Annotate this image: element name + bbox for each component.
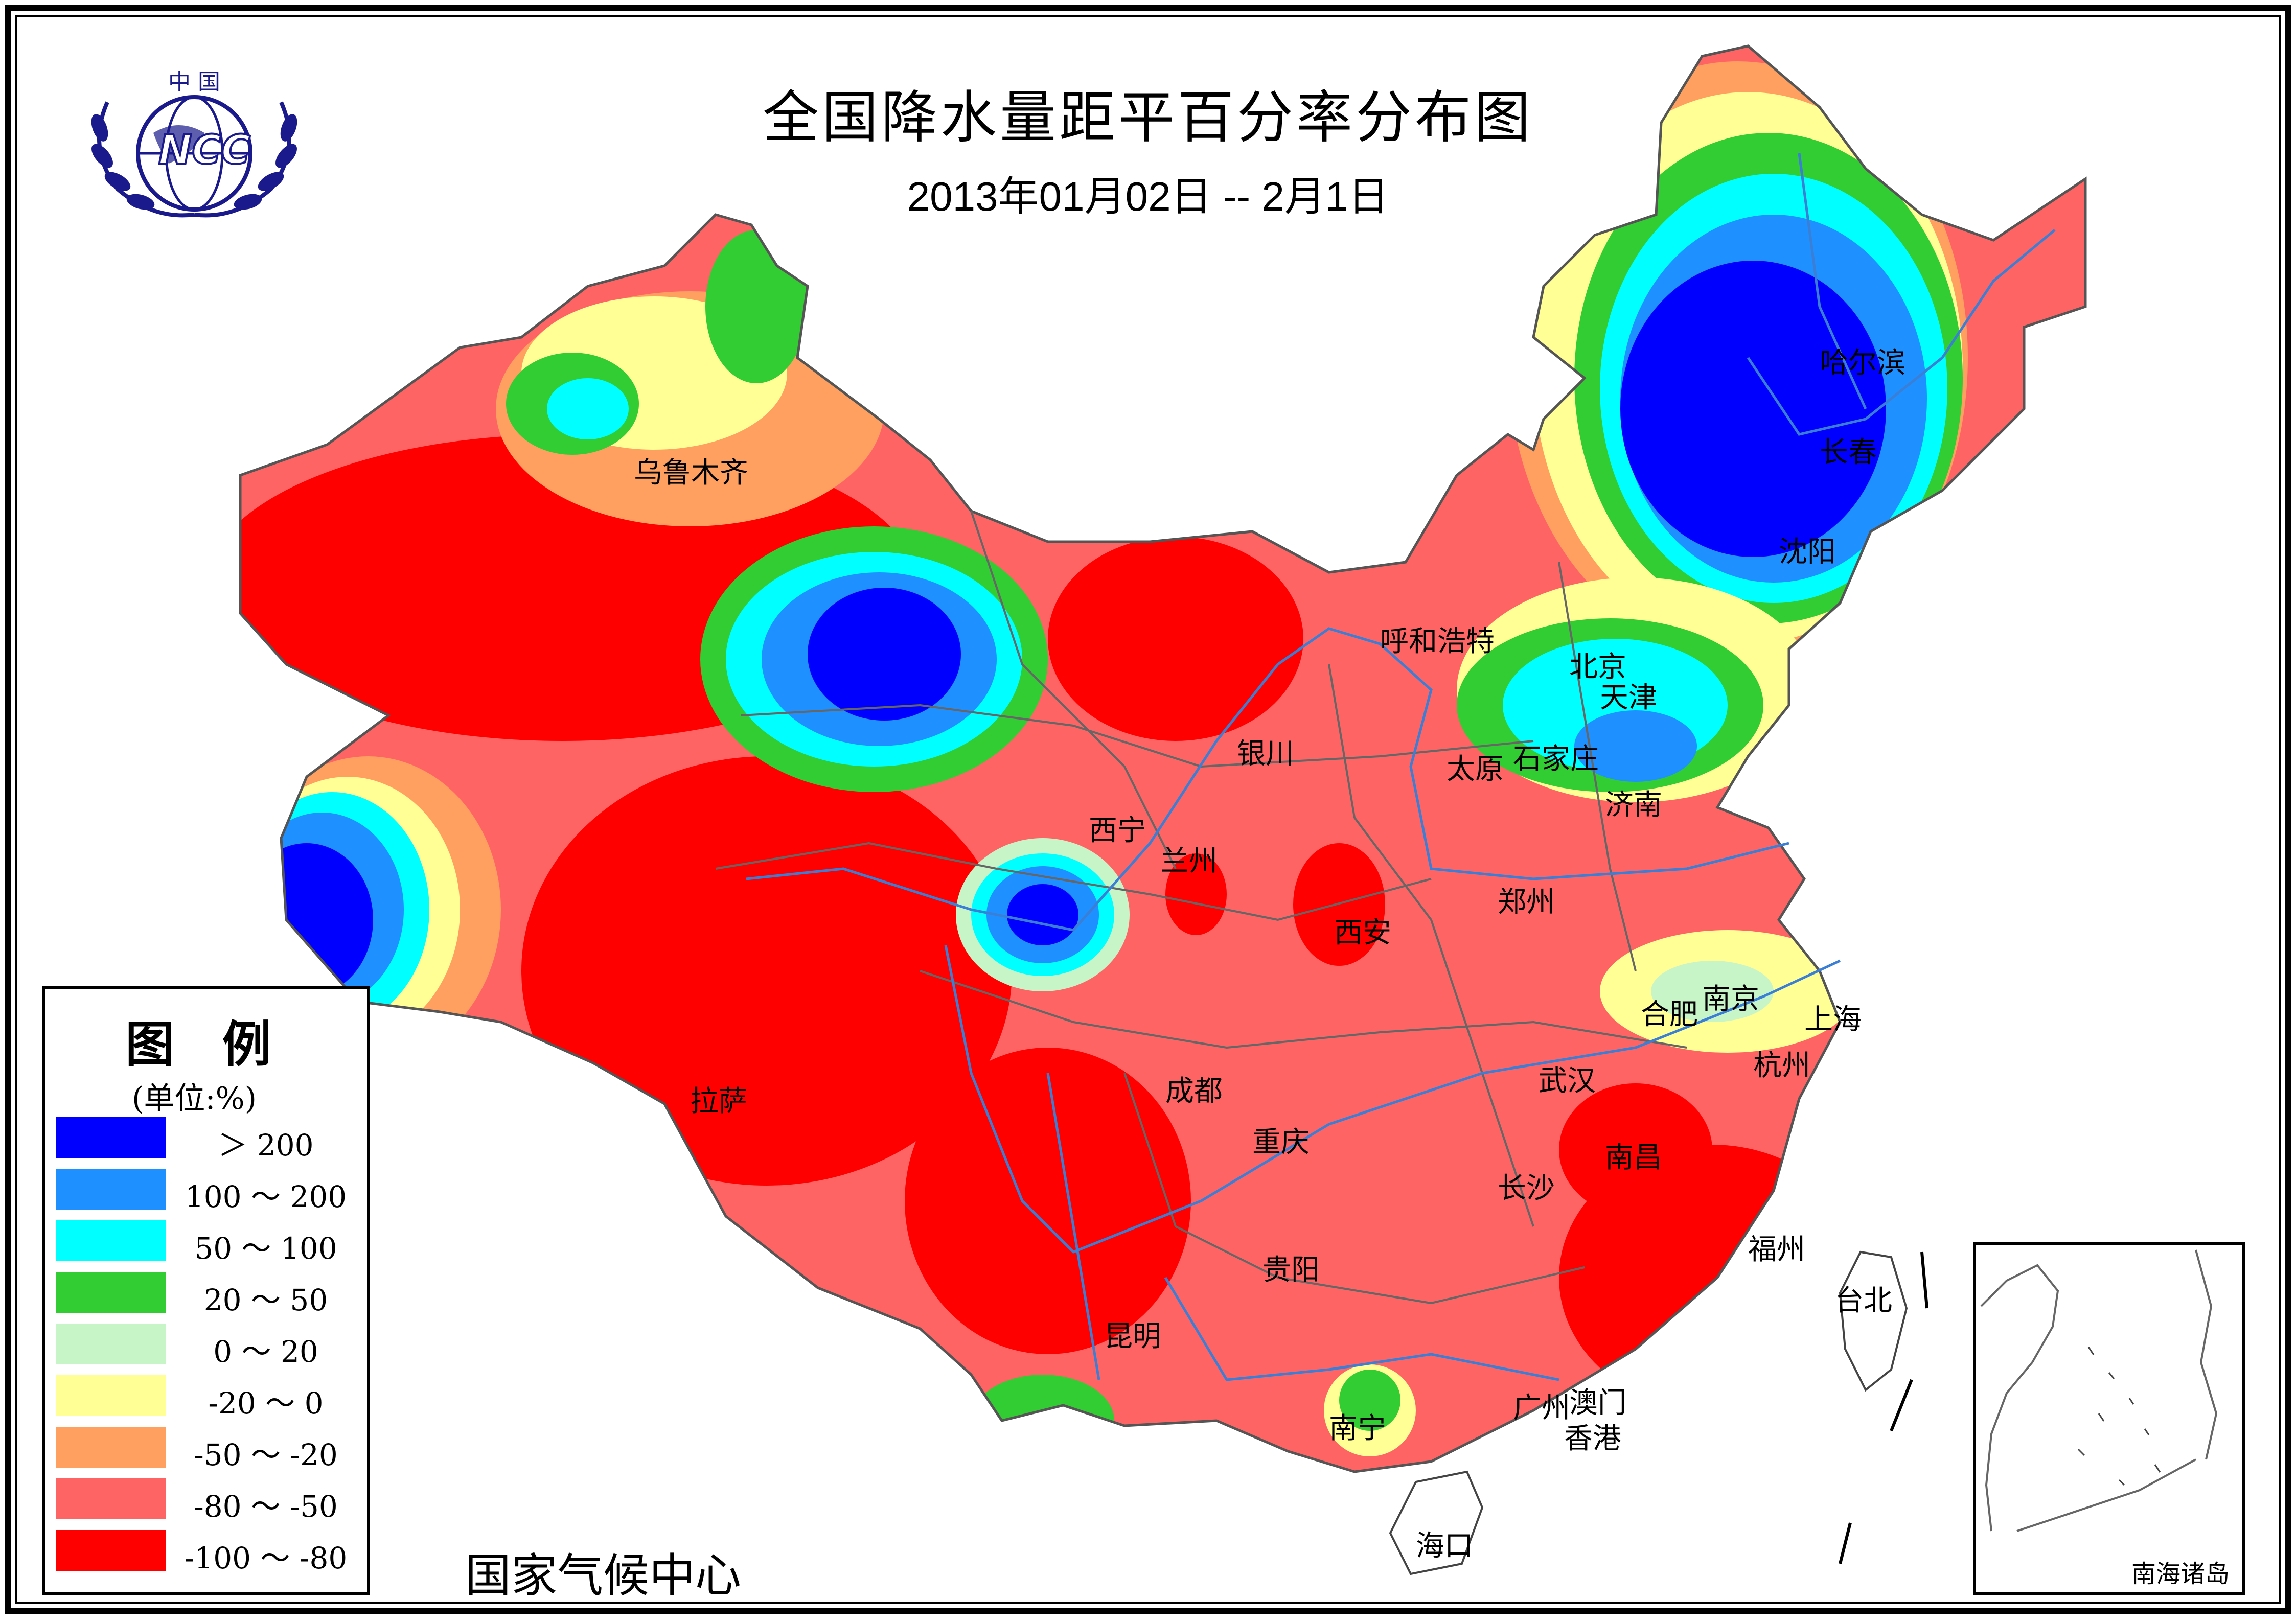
city-harbin: 哈尔滨: [1820, 346, 1905, 380]
city-jinan: 济南: [1605, 789, 1662, 822]
city-zhengzhou: 郑州: [1498, 886, 1555, 919]
city-lanzhou: 兰州: [1160, 845, 1218, 878]
legend-swatch: [56, 1272, 166, 1313]
legend-label: -20 ～ 0: [208, 1386, 324, 1421]
legend-item: -100 ～ -80: [56, 1530, 363, 1576]
city-wuhan: 武汉: [1539, 1064, 1596, 1098]
city-lhasa: 拉萨: [690, 1085, 747, 1118]
city-haikou: 海口: [1416, 1529, 1473, 1563]
city-shanghai: 上海: [1804, 1003, 1862, 1036]
legend-swatch: [56, 1530, 166, 1571]
city-yinchuan: 银川: [1237, 737, 1294, 771]
city-xining: 西宁: [1089, 814, 1146, 847]
city-macau: 澳门: [1569, 1386, 1626, 1420]
legend-swatch: [56, 1169, 166, 1210]
legend-swatch: [56, 1117, 166, 1158]
legend-label: 20 ～ 50: [203, 1283, 328, 1317]
legend-swatch: [56, 1324, 166, 1364]
logo-emblem-text: NCC: [158, 127, 250, 173]
city-guangzhou: 广州: [1513, 1392, 1570, 1425]
legend-title: 图 例: [125, 1016, 287, 1073]
city-taipei: 台北: [1835, 1284, 1892, 1317]
city-chengdu: 成都: [1165, 1075, 1223, 1108]
legend-swatch: [56, 1478, 166, 1519]
city-fuzhou: 福州: [1748, 1233, 1805, 1266]
legend-item: 100 ～ 200: [56, 1169, 363, 1215]
city-kunming: 昆明: [1104, 1320, 1161, 1353]
legend-swatch: [56, 1220, 166, 1261]
city-hangzhou: 杭州: [1753, 1049, 1810, 1082]
legend-item: 20 ～ 50: [56, 1272, 363, 1318]
legend-item: ＞ 200: [56, 1117, 363, 1163]
legend-label: ＞ 200: [218, 1128, 314, 1163]
city-changsha: 长沙: [1498, 1172, 1555, 1205]
inset-label: 南海诸岛: [2131, 1560, 2230, 1588]
city-nanjing: 南京: [1702, 983, 1759, 1016]
city-beijing: 北京: [1569, 651, 1626, 684]
city-hefei: 合肥: [1641, 998, 1698, 1031]
legend-item: 50 ～ 100: [56, 1220, 363, 1266]
legend-label: -50 ～ -20: [194, 1437, 338, 1472]
organization-footer: 国家气候中心: [465, 1549, 741, 1603]
city-shijiazhuang: 石家庄: [1513, 743, 1599, 776]
south-china-sea-inset: [1973, 1242, 2245, 1595]
ncc-logo: 中 国 NCC: [91, 69, 297, 218]
city-xian: 西安: [1334, 916, 1391, 949]
city-hongkong: 香港: [1564, 1422, 1621, 1455]
legend-item: -50 ～ -20: [56, 1427, 363, 1473]
city-nanchang: 南昌: [1605, 1141, 1662, 1174]
legend-swatch: [56, 1427, 166, 1468]
legend-label: -80 ～ -50: [194, 1489, 338, 1524]
logo-top-text: 中 国: [168, 69, 220, 95]
city-nanning: 南宁: [1329, 1412, 1386, 1445]
legend-unit: (单位:%): [132, 1081, 257, 1117]
city-taiyuan: 太原: [1447, 753, 1504, 786]
city-guiyang: 贵阳: [1262, 1254, 1320, 1287]
legend-label: 0 ～ 20: [213, 1334, 318, 1369]
city-tianjin: 天津: [1600, 681, 1657, 714]
map-subtitle: 2013年01月02日 -- 2月1日: [907, 174, 1389, 219]
city-urumqi: 乌鲁木齐: [634, 456, 748, 490]
legend-label: 50 ～ 100: [194, 1231, 337, 1266]
map-title: 全国降水量距平百分率分布图: [763, 85, 1533, 150]
legend-label: -100 ～ -80: [184, 1541, 348, 1575]
legend-label: 100 ～ 200: [185, 1179, 347, 1214]
legend-item: 0 ～ 20: [56, 1324, 363, 1370]
legend: 图 例 (单位:%) ＞ 200 100 ～ 200 50 ～ 100 20 ～ 50…: [42, 986, 370, 1595]
city-chongqing: 重庆: [1252, 1126, 1310, 1159]
city-changchun: 长春: [1820, 436, 1877, 469]
legend-swatch: [56, 1375, 166, 1416]
legend-item: -80 ～ -50: [56, 1478, 363, 1524]
inset-map-graphic: [1980, 1249, 2218, 1532]
legend-item: -20 ～ 0: [56, 1375, 363, 1421]
city-hohhot: 呼和浩特: [1380, 625, 1495, 658]
city-shenyang: 沈阳: [1779, 536, 1836, 569]
